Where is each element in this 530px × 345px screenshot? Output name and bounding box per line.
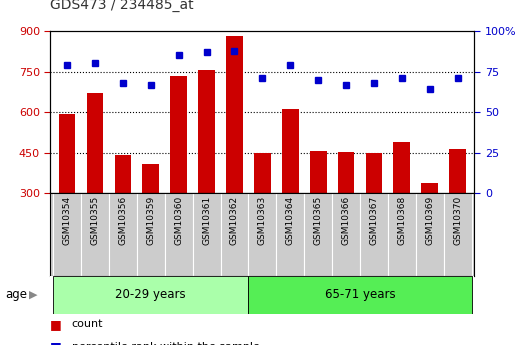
Text: GSM10366: GSM10366 xyxy=(341,196,350,245)
Text: 20-29 years: 20-29 years xyxy=(116,288,186,302)
Text: GSM10368: GSM10368 xyxy=(398,196,407,245)
Text: GSM10360: GSM10360 xyxy=(174,196,183,245)
Bar xyxy=(360,193,388,276)
Text: GSM10354: GSM10354 xyxy=(63,196,72,245)
Bar xyxy=(165,193,192,276)
Bar xyxy=(366,152,382,274)
Bar xyxy=(388,193,416,276)
Text: GSM10363: GSM10363 xyxy=(258,196,267,245)
Bar xyxy=(304,193,332,276)
Text: GSM10364: GSM10364 xyxy=(286,196,295,245)
Bar xyxy=(416,193,444,276)
Bar xyxy=(86,93,103,274)
Bar xyxy=(137,193,165,276)
Bar xyxy=(338,152,355,274)
Bar xyxy=(393,142,410,274)
Text: GSM10369: GSM10369 xyxy=(425,196,434,245)
Bar xyxy=(109,193,137,276)
Text: percentile rank within the sample: percentile rank within the sample xyxy=(72,342,259,345)
Text: count: count xyxy=(72,319,103,329)
Bar xyxy=(114,155,131,274)
Text: ■: ■ xyxy=(50,340,62,345)
Text: GSM10365: GSM10365 xyxy=(314,196,323,245)
Text: GSM10370: GSM10370 xyxy=(453,196,462,245)
Bar xyxy=(254,153,271,274)
Text: ■: ■ xyxy=(50,318,62,331)
Bar xyxy=(249,193,276,276)
Bar xyxy=(226,37,243,274)
Bar xyxy=(310,150,326,274)
Bar xyxy=(170,76,187,274)
Text: GSM10367: GSM10367 xyxy=(369,196,378,245)
Bar xyxy=(332,193,360,276)
Text: GSM10362: GSM10362 xyxy=(230,196,239,245)
Bar xyxy=(53,276,249,314)
Text: 65-71 years: 65-71 years xyxy=(325,288,395,302)
Bar xyxy=(276,193,304,276)
Bar xyxy=(59,114,75,274)
Bar xyxy=(249,276,472,314)
Bar xyxy=(444,193,472,276)
Bar xyxy=(192,193,220,276)
Bar xyxy=(421,183,438,274)
Text: GSM10359: GSM10359 xyxy=(146,196,155,245)
Bar xyxy=(143,164,159,274)
Text: ▶: ▶ xyxy=(29,290,38,300)
Text: age: age xyxy=(5,288,28,302)
Text: GSM10356: GSM10356 xyxy=(118,196,127,245)
Bar xyxy=(282,109,298,274)
Bar xyxy=(81,193,109,276)
Bar xyxy=(220,193,249,276)
Bar xyxy=(449,149,466,274)
Text: GSM10361: GSM10361 xyxy=(202,196,211,245)
Text: GSM10355: GSM10355 xyxy=(91,196,100,245)
Bar xyxy=(198,70,215,274)
Bar xyxy=(53,193,81,276)
Text: GDS473 / 234485_at: GDS473 / 234485_at xyxy=(50,0,194,12)
